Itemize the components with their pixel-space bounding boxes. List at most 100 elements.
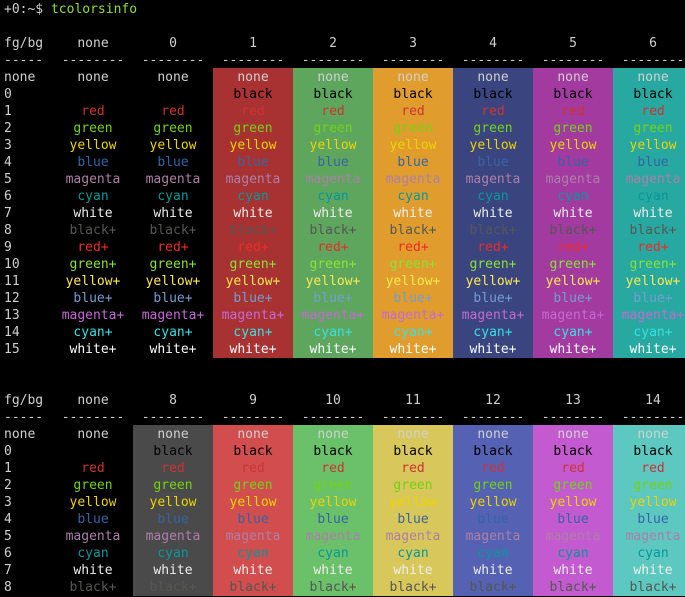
color-sample-cell: white+ bbox=[549, 342, 597, 357]
color-sample-cell: cyan bbox=[637, 189, 669, 204]
color-sample-cell: magenta+ bbox=[541, 308, 605, 323]
color-sample-cell: cyan bbox=[557, 546, 589, 561]
row-label-4: 4 bbox=[4, 512, 12, 527]
column-header-6: 6 bbox=[649, 36, 657, 51]
color-sample-cell: white bbox=[233, 563, 273, 578]
color-sample-cell: red bbox=[641, 461, 665, 476]
color-sample-cell: black bbox=[153, 444, 193, 459]
color-sample-cell: none bbox=[397, 427, 429, 442]
color-sample-cell: black bbox=[233, 444, 273, 459]
color-sample-cell: green bbox=[553, 478, 593, 493]
row-label-11: 11 bbox=[4, 274, 20, 289]
color-sample-cell: black+ bbox=[309, 580, 357, 595]
color-sample-cell: none bbox=[317, 427, 349, 442]
bg-column-13 bbox=[533, 425, 613, 596]
color-sample-cell: none bbox=[637, 70, 669, 85]
color-sample-cell: blue+ bbox=[73, 291, 113, 306]
color-sample-cell: white+ bbox=[469, 342, 517, 357]
color-sample-cell: black bbox=[633, 87, 673, 102]
color-sample-cell: cyan bbox=[557, 189, 589, 204]
color-sample-cell: blue bbox=[397, 155, 429, 170]
color-sample-cell: cyan bbox=[477, 546, 509, 561]
color-sample-cell: red+ bbox=[157, 240, 189, 255]
color-sample-cell: white+ bbox=[229, 342, 277, 357]
color-sample-cell: cyan bbox=[397, 189, 429, 204]
bg-column-2 bbox=[293, 68, 373, 358]
separator: -------- bbox=[381, 410, 445, 425]
color-sample-cell: black bbox=[393, 87, 433, 102]
color-sample-cell: yellow bbox=[629, 495, 677, 510]
table-header-label: fg/bg bbox=[4, 36, 44, 51]
prompt-command: tcolorsinfo bbox=[50, 2, 138, 17]
column-header-none: none bbox=[77, 36, 109, 51]
color-sample-cell: red bbox=[561, 461, 585, 476]
color-sample-cell: white bbox=[633, 206, 673, 221]
color-sample-cell: cyan bbox=[397, 546, 429, 561]
color-sample-cell: red bbox=[481, 104, 505, 119]
color-sample-cell: magenta bbox=[305, 529, 361, 544]
separator: -------- bbox=[381, 53, 445, 68]
color-sample-cell: black+ bbox=[149, 580, 197, 595]
row-label-none: none bbox=[4, 70, 36, 85]
row-label-6: 6 bbox=[4, 546, 12, 561]
color-sample-cell: magenta bbox=[625, 529, 681, 544]
color-sample-cell: black+ bbox=[549, 580, 597, 595]
color-sample-cell: green bbox=[393, 478, 433, 493]
column-header-12: 12 bbox=[485, 393, 501, 408]
bg-column-9 bbox=[213, 425, 293, 596]
column-header-none: none bbox=[77, 393, 109, 408]
color-sample-cell: yellow bbox=[389, 138, 437, 153]
color-sample-cell: green+ bbox=[69, 257, 117, 272]
color-sample-cell: white bbox=[313, 563, 353, 578]
color-sample-cell: black bbox=[473, 87, 513, 102]
color-sample-cell: yellow+ bbox=[625, 274, 681, 289]
bg-column-6 bbox=[613, 68, 685, 358]
color-sample-cell: cyan bbox=[77, 189, 109, 204]
color-sample-cell: green bbox=[73, 478, 113, 493]
color-sample-cell: yellow bbox=[549, 138, 597, 153]
separator: ----- bbox=[4, 410, 44, 425]
separator: -------- bbox=[461, 410, 525, 425]
color-sample-cell: black bbox=[553, 444, 593, 459]
color-sample-cell: none bbox=[157, 70, 189, 85]
color-sample-cell: black+ bbox=[629, 223, 677, 238]
row-label-15: 15 bbox=[4, 342, 20, 357]
color-sample-cell: black+ bbox=[69, 223, 117, 238]
color-sample-cell: red bbox=[81, 461, 105, 476]
row-label-5: 5 bbox=[4, 172, 12, 187]
separator: -------- bbox=[541, 53, 605, 68]
color-sample-cell: yellow bbox=[309, 495, 357, 510]
color-sample-cell: none bbox=[477, 427, 509, 442]
color-sample-cell: white bbox=[393, 206, 433, 221]
color-sample-cell: yellow bbox=[309, 138, 357, 153]
bg-column-3 bbox=[373, 68, 453, 358]
color-sample-cell: blue bbox=[157, 155, 189, 170]
color-sample-cell: green+ bbox=[149, 257, 197, 272]
color-sample-cell: black+ bbox=[149, 223, 197, 238]
color-sample-cell: red bbox=[641, 104, 665, 119]
color-sample-cell: blue+ bbox=[473, 291, 513, 306]
color-sample-cell: cyan bbox=[157, 546, 189, 561]
color-sample-cell: green bbox=[633, 478, 673, 493]
color-sample-cell: magenta bbox=[145, 172, 201, 187]
color-sample-cell: cyan+ bbox=[553, 325, 593, 340]
bg-column-10 bbox=[293, 425, 373, 596]
color-sample-cell: magenta bbox=[465, 172, 521, 187]
color-sample-cell: black bbox=[633, 444, 673, 459]
column-header-13: 13 bbox=[565, 393, 581, 408]
row-label-14: 14 bbox=[4, 325, 20, 340]
table-header-label: fg/bg bbox=[4, 393, 44, 408]
color-sample-cell: yellow bbox=[469, 138, 517, 153]
column-header-5: 5 bbox=[569, 36, 577, 51]
color-sample-cell: white bbox=[233, 206, 273, 221]
row-label-0: 0 bbox=[4, 87, 12, 102]
column-header-8: 8 bbox=[169, 393, 177, 408]
color-sample-cell: magenta+ bbox=[221, 308, 285, 323]
color-sample-cell: blue+ bbox=[553, 291, 593, 306]
color-sample-cell: none bbox=[557, 70, 589, 85]
color-sample-cell: black bbox=[73, 444, 113, 459]
color-sample-cell: black+ bbox=[469, 223, 517, 238]
color-sample-cell: black bbox=[473, 444, 513, 459]
color-sample-cell: white bbox=[73, 563, 113, 578]
